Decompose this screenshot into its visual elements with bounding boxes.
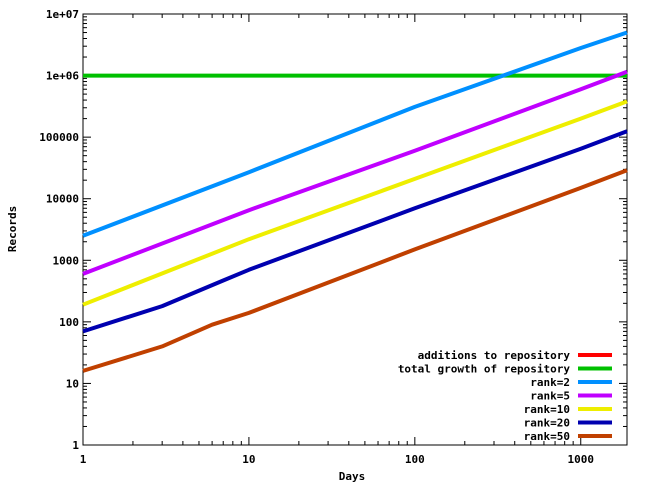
y-tick-label: 10000: [46, 193, 79, 206]
y-tick-label: 100000: [39, 131, 79, 144]
y-tick-label: 1: [72, 439, 79, 452]
y-tick-label: 100: [59, 316, 79, 329]
legend-label: rank=2: [530, 376, 570, 389]
y-tick-label: 10: [66, 377, 79, 390]
series-line-rank-10: [82, 99, 628, 307]
x-tick-label: 1: [80, 453, 87, 466]
y-tick-label: 1000: [53, 254, 80, 267]
axis-ticks: 1 10 100 1000 10000 100000 1e+06 1e+07 1 10 100 100…: [39, 8, 627, 466]
series-lines: [82, 30, 628, 373]
y-tick-label: 1e+07: [46, 8, 79, 21]
series-line-rank-20: [82, 129, 628, 334]
legend-label: rank=10: [524, 403, 570, 416]
x-axis-label: Days: [339, 470, 366, 483]
y-axis-label: Records: [6, 206, 19, 252]
series-line-rank-5: [82, 69, 628, 276]
legend-label: rank=50: [524, 430, 570, 443]
series-line-rank-50: [82, 168, 628, 373]
legend-label: rank=5: [530, 390, 570, 403]
legend-label: additions to repository: [418, 349, 571, 362]
legend-label: total growth of repository: [398, 363, 571, 376]
x-tick-label: 10: [242, 453, 255, 466]
x-tick-label: 100: [405, 453, 425, 466]
plot-frame: [82, 13, 628, 446]
legend-label: rank=20: [524, 417, 570, 430]
x-tick-label: 1000: [568, 453, 595, 466]
y-tick-label: 1e+06: [46, 70, 79, 83]
series-line-rank-2: [82, 30, 628, 238]
